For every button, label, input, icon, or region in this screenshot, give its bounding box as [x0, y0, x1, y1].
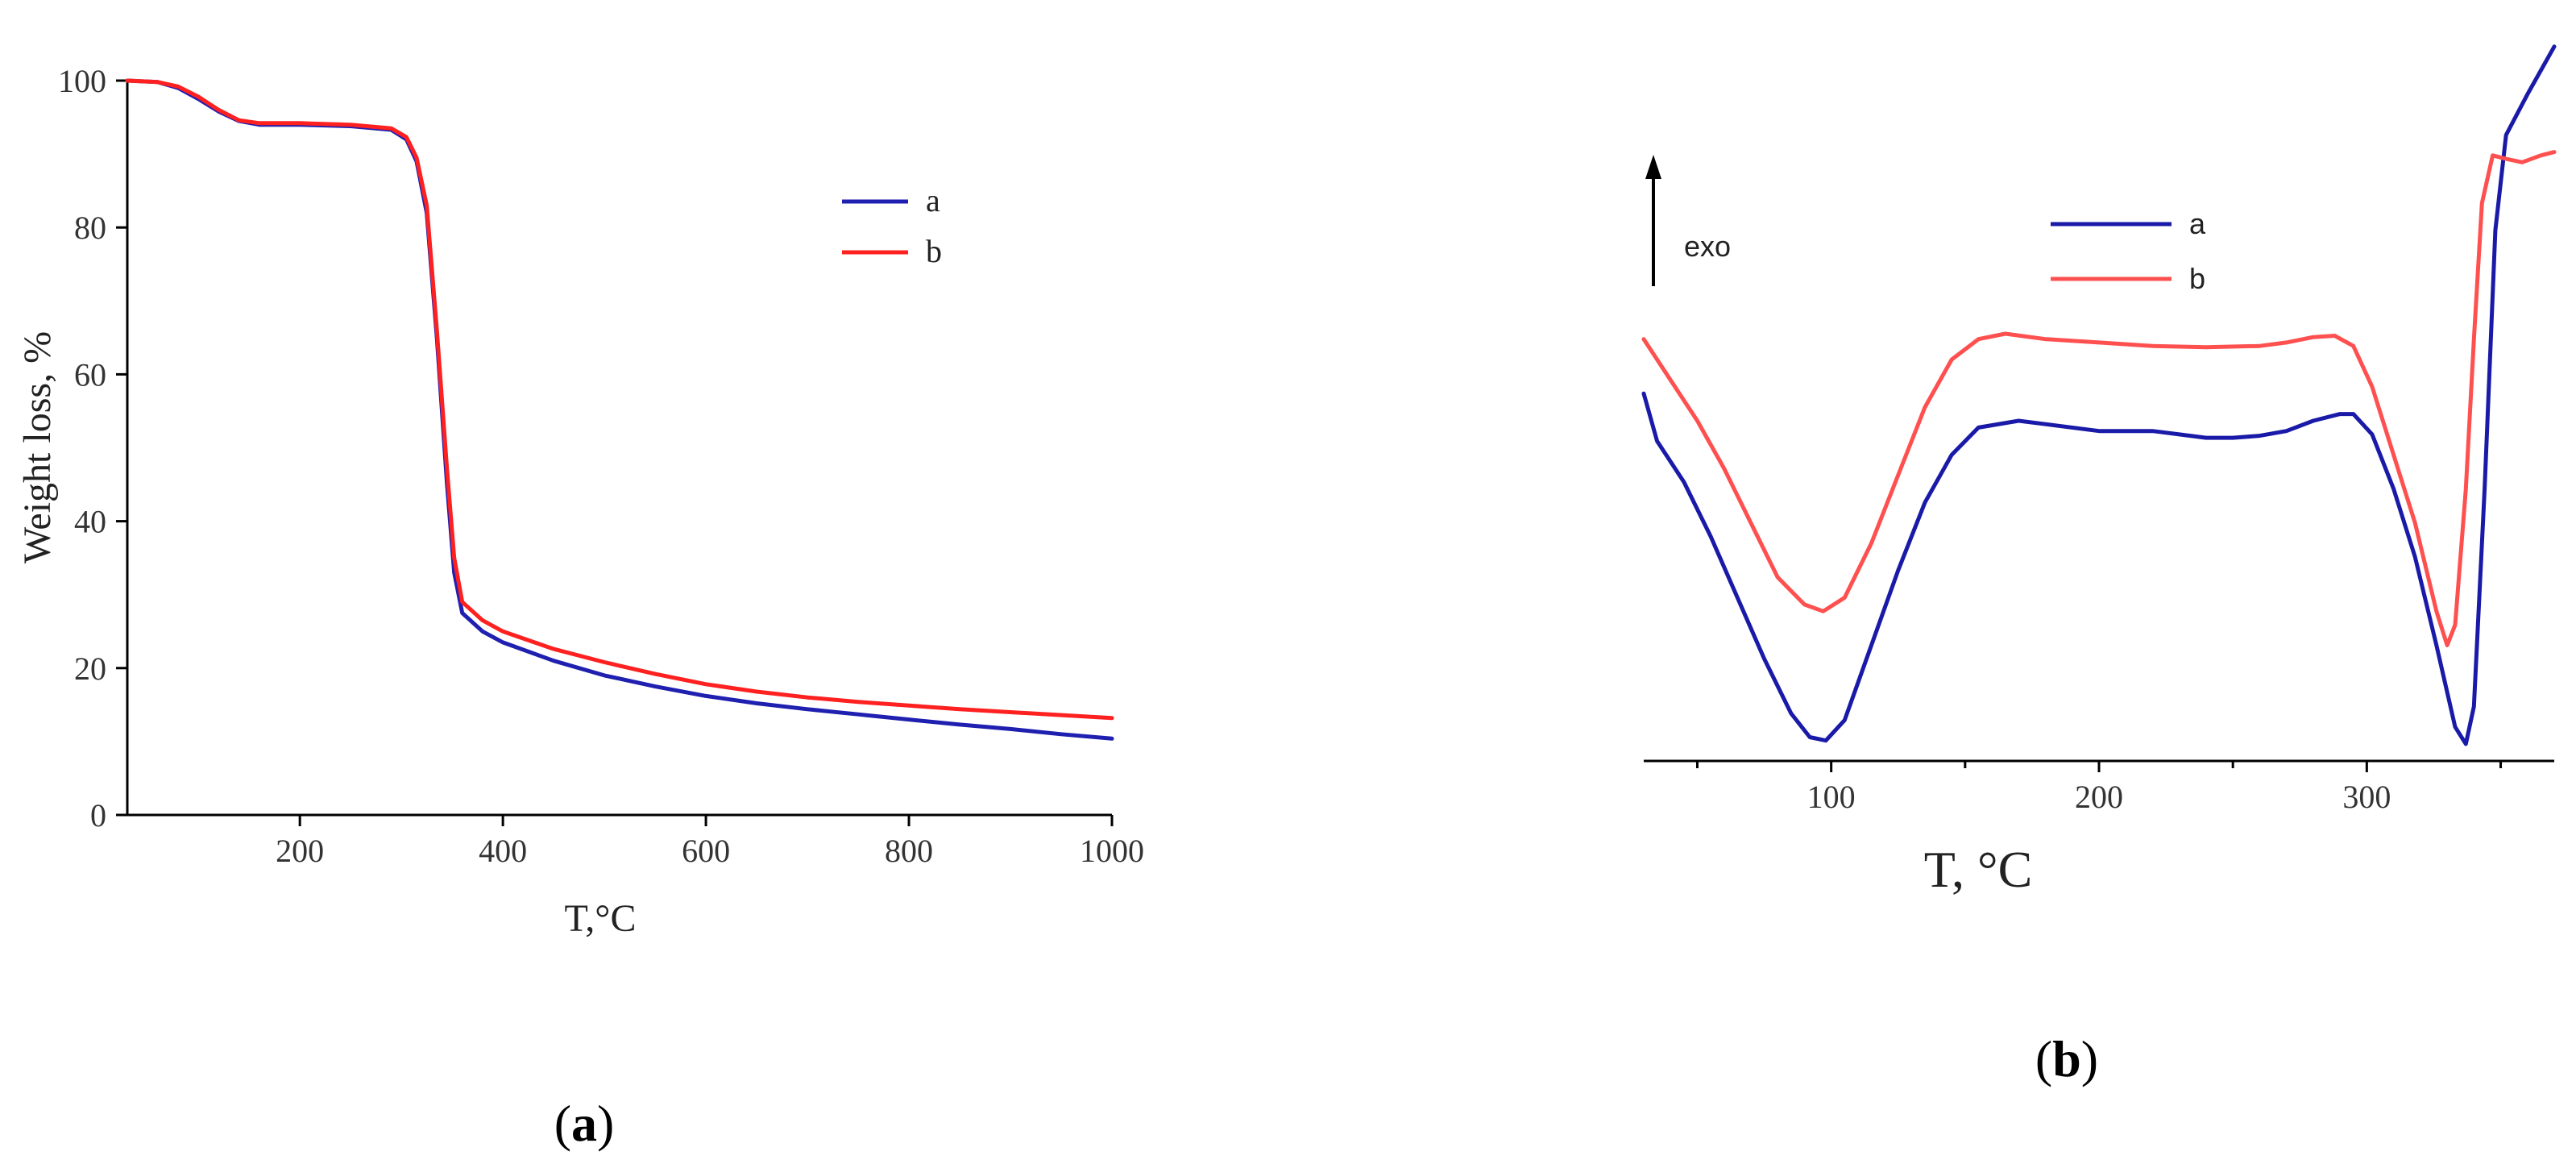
y-tick-label: 80	[74, 210, 106, 246]
chart-b-panel-letter: b	[2052, 1030, 2081, 1087]
y-tick-label: 100	[58, 63, 106, 99]
series-line-b	[1641, 150, 2557, 647]
x-tick-label: 600	[682, 833, 730, 869]
chart-a-y-ticks: 0 20 40 60 80 100	[58, 63, 127, 834]
chart-a-x-ticks: 200 400 600 800 1000	[276, 815, 1144, 869]
x-tick-label: 800	[885, 833, 933, 869]
series-line-b	[125, 78, 1114, 721]
x-tick-label: 400	[479, 833, 527, 869]
chart-b-x-ticks: 100 200 300	[1695, 761, 2503, 815]
chart-a-x-axis-title: T,°C	[565, 897, 637, 940]
chart-b: 100 200 300 ab exo T, °C (b)	[1641, 44, 2557, 1087]
chart-b-legend: ab	[2051, 207, 2206, 295]
x-tick-label: 200	[2075, 779, 2123, 815]
chart-a-y-axis-title: Weight loss, %	[16, 331, 59, 563]
chart-b-series	[1641, 44, 2557, 746]
chart-b-x-axis-title: T, °C	[1924, 841, 2033, 898]
x-tick-label: 200	[276, 833, 324, 869]
chart-b-panel-label: (b)	[2035, 1030, 2098, 1087]
legend-label-b: b	[2189, 262, 2205, 295]
legend-label-a: a	[2189, 207, 2206, 240]
chart-b-annotation-exo: exo	[1684, 230, 1731, 263]
exo-arrow-head	[1645, 155, 1661, 179]
legend-label-a: a	[926, 182, 940, 218]
legend-label-b: b	[926, 233, 942, 269]
series-line-a	[1641, 44, 2557, 746]
x-tick-label: 300	[2342, 779, 2391, 815]
chart-a-legend: ab	[842, 182, 942, 269]
series-line-a	[125, 78, 1114, 741]
chart-a-panel-letter: a	[571, 1095, 597, 1152]
y-tick-label: 0	[90, 797, 106, 834]
y-tick-label: 40	[74, 504, 106, 540]
y-tick-label: 20	[74, 651, 106, 687]
chart-a-panel-label: (a)	[554, 1095, 615, 1152]
x-tick-label: 100	[1807, 779, 1856, 815]
y-tick-label: 60	[74, 356, 106, 393]
x-tick-label: 1000	[1080, 833, 1144, 869]
chart-a-series	[125, 78, 1114, 741]
